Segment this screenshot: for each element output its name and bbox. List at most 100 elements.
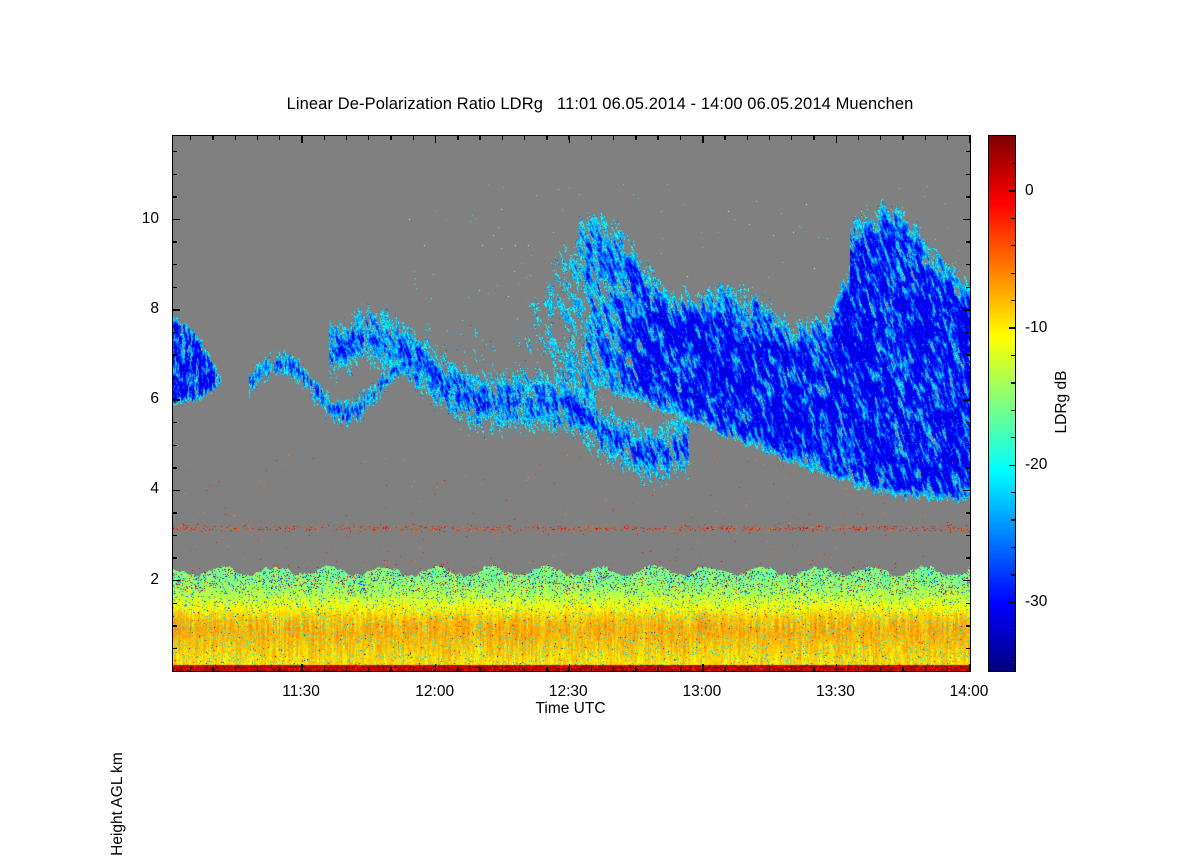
colorbar-tick-label: -20 — [1025, 456, 1048, 474]
y-axis-tick — [172, 489, 180, 492]
x-axis-minor-tick — [501, 135, 504, 140]
y-axis-minor-tick — [966, 602, 971, 604]
x-axis-minor-tick — [679, 135, 682, 140]
x-axis-tick-label: 14:00 — [949, 683, 989, 700]
x-axis-minor-tick — [390, 667, 392, 672]
x-axis-minor-tick — [679, 667, 682, 672]
y-axis-minor-tick — [172, 602, 177, 604]
x-axis-tick-label: 11:30 — [282, 683, 320, 700]
x-axis-minor-tick — [813, 135, 815, 140]
colorbar-minor-tick — [1011, 574, 1016, 576]
x-axis-minor-tick — [612, 667, 615, 672]
colorbar-tick-label: -30 — [1025, 593, 1048, 611]
x-axis-minor-tick — [924, 667, 927, 672]
colorbar-minor-tick — [1011, 546, 1016, 549]
y-axis-tick — [963, 489, 971, 492]
x-axis-tick — [702, 135, 704, 143]
y-axis-minor-tick — [172, 512, 177, 514]
x-axis-minor-tick — [212, 667, 214, 672]
x-axis-tick — [434, 664, 437, 672]
colorbar-tick-label: -10 — [1025, 319, 1048, 337]
colorbar-minor-tick — [1011, 217, 1016, 219]
x-axis-tick — [702, 664, 704, 672]
x-axis-minor-tick — [189, 135, 192, 140]
x-axis-minor-tick — [368, 135, 370, 140]
x-axis-minor-tick — [813, 667, 815, 672]
x-axis-tick — [969, 664, 971, 672]
y-axis-title: Height AGL km — [109, 752, 126, 856]
x-axis-minor-tick — [546, 135, 548, 140]
y-axis-minor-tick — [966, 354, 971, 356]
y-axis-minor-tick — [172, 263, 177, 266]
x-axis-minor-tick — [902, 135, 904, 140]
x-axis-minor-tick — [946, 135, 949, 140]
x-axis-minor-tick — [924, 135, 927, 140]
y-axis-tick — [172, 580, 180, 582]
x-axis-minor-tick — [902, 667, 904, 672]
y-axis-minor-tick — [172, 647, 177, 650]
y-axis-minor-tick — [172, 557, 177, 559]
x-axis-minor-tick — [323, 667, 325, 672]
x-axis-minor-tick — [590, 135, 593, 140]
y-axis-minor-tick — [966, 557, 971, 559]
y-axis-minor-tick — [966, 512, 971, 514]
x-axis-minor-tick — [234, 667, 236, 672]
y-axis-minor-tick — [966, 151, 971, 153]
y-axis-minor-tick — [966, 196, 971, 198]
y-axis-tick — [172, 399, 180, 401]
x-axis-minor-tick — [479, 135, 481, 140]
x-axis-minor-tick — [523, 135, 526, 140]
x-axis-minor-tick — [946, 667, 949, 672]
x-axis-tick-label: 12:30 — [548, 683, 588, 700]
y-axis-tick — [963, 399, 971, 401]
x-axis-minor-tick — [768, 667, 771, 672]
x-axis-minor-tick — [746, 667, 748, 672]
colorbar-minor-tick — [1011, 492, 1016, 494]
x-axis-minor-tick — [724, 135, 726, 140]
x-axis-minor-tick — [412, 135, 414, 140]
x-axis-tick-label: 12:00 — [415, 683, 455, 700]
y-axis-minor-tick — [966, 241, 971, 243]
y-axis-minor-tick — [966, 331, 971, 334]
y-axis-minor-tick — [966, 467, 971, 469]
y-axis-minor-tick — [966, 286, 971, 288]
x-axis-minor-tick — [768, 135, 771, 140]
y-axis-tick-label: 6 — [150, 390, 159, 408]
x-axis-minor-tick — [457, 667, 459, 672]
y-axis-minor-tick — [966, 625, 971, 627]
y-axis-minor-tick — [966, 444, 971, 446]
y-axis-tick-label: 10 — [141, 209, 159, 227]
x-axis-minor-tick — [412, 667, 414, 672]
x-axis-tick — [835, 135, 838, 143]
colorbar-tick — [1009, 327, 1016, 329]
y-axis-minor-tick — [172, 286, 177, 288]
x-axis-minor-tick — [345, 667, 348, 672]
x-axis-minor-tick — [612, 135, 615, 140]
x-axis-minor-tick — [189, 667, 192, 672]
x-axis-minor-tick — [791, 135, 793, 140]
x-axis-tick — [568, 135, 570, 143]
colorbar-minor-tick — [1011, 354, 1016, 357]
x-axis-minor-tick — [635, 667, 637, 672]
colorbar-minor-tick — [1011, 437, 1016, 439]
x-axis-minor-tick — [212, 135, 214, 140]
y-axis-minor-tick — [172, 241, 177, 243]
x-axis-minor-tick — [279, 135, 281, 140]
y-axis-tick — [172, 309, 180, 311]
colorbar: 0 -10 -20 -30 — [988, 135, 1047, 672]
colorbar-minor-tick — [1011, 162, 1016, 165]
colorbar-minor-tick — [1011, 272, 1016, 274]
y-axis-minor-tick — [966, 421, 971, 424]
y-axis-tick-label: 4 — [150, 480, 159, 498]
y-axis-minor-tick — [966, 263, 971, 266]
x-axis-minor-tick — [234, 135, 236, 140]
x-axis-minor-tick — [501, 667, 504, 672]
x-axis-minor-tick — [590, 667, 593, 672]
colorbar-tick — [1009, 601, 1016, 604]
x-axis-tick — [434, 135, 437, 143]
y-axis-minor-tick — [966, 376, 971, 379]
x-axis-minor-tick — [657, 135, 659, 140]
y-axis-minor-tick — [966, 534, 971, 537]
x-axis-minor-tick — [368, 667, 370, 672]
y-axis-tick — [963, 218, 971, 221]
